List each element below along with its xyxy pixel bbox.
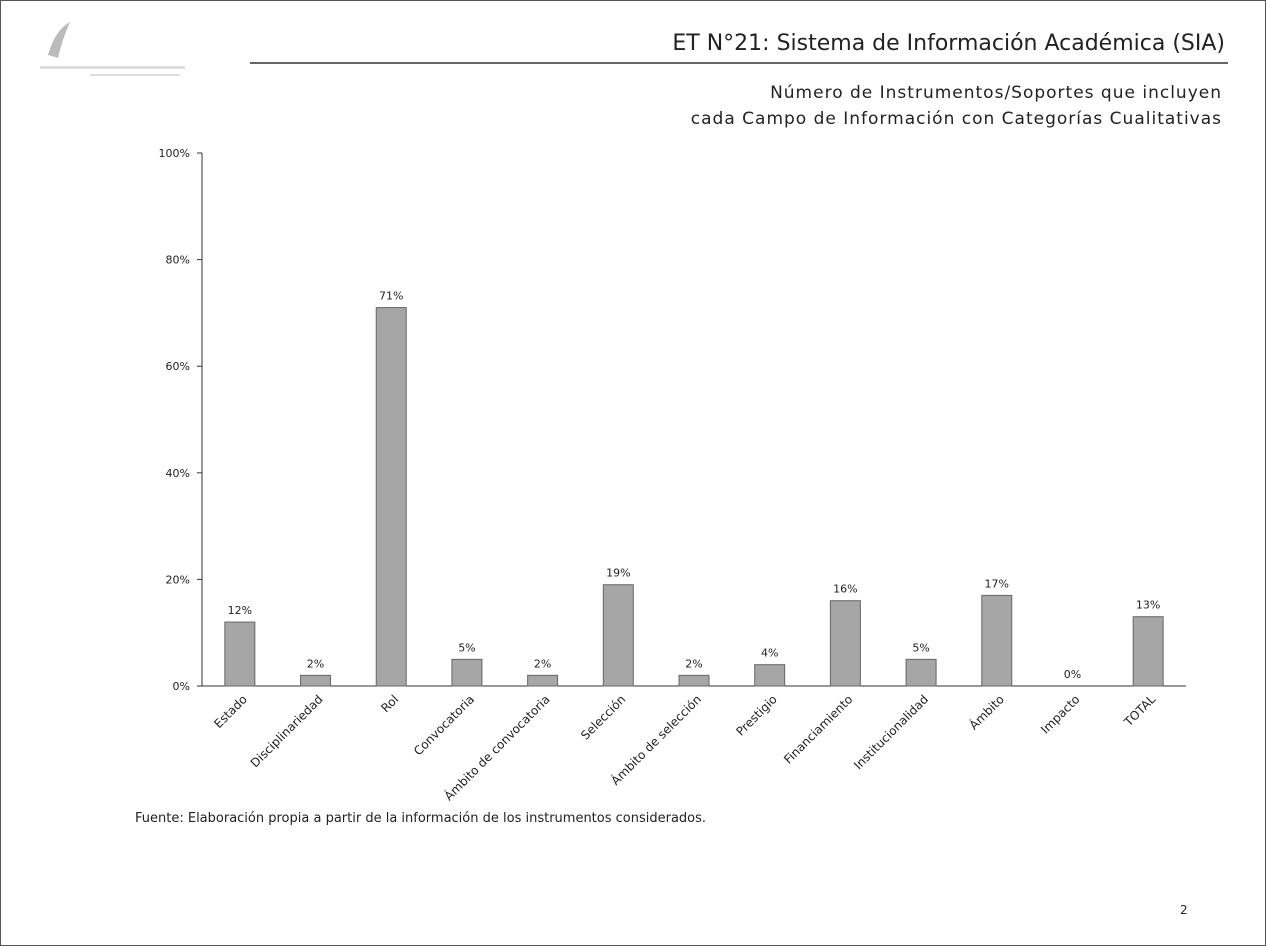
source-note: Fuente: Elaboración propia a partir de l… bbox=[135, 811, 706, 826]
bar bbox=[905, 658, 937, 687]
page-number: 2 bbox=[1180, 903, 1188, 917]
bar bbox=[224, 621, 256, 687]
value-label: 71% bbox=[379, 290, 403, 303]
value-label: 2% bbox=[307, 657, 324, 670]
value-label: 13% bbox=[1136, 599, 1160, 612]
logo bbox=[40, 22, 185, 76]
value-label: 12% bbox=[228, 604, 252, 617]
value-label: 19% bbox=[606, 567, 630, 580]
subtitle: cada Campo de Información con Categorías… bbox=[691, 109, 1222, 129]
bar bbox=[829, 600, 861, 687]
value-label: 0% bbox=[1064, 668, 1081, 681]
y-tick-label: 40% bbox=[166, 467, 190, 480]
y-tick-label: 60% bbox=[166, 360, 190, 373]
y-tick-label: 100% bbox=[159, 147, 190, 160]
y-tick-label: 0% bbox=[173, 680, 190, 693]
y-tick-label: 80% bbox=[166, 254, 190, 267]
value-label: 17% bbox=[985, 577, 1009, 590]
value-label: 4% bbox=[761, 647, 778, 660]
bar bbox=[375, 307, 407, 687]
bar bbox=[602, 584, 634, 687]
bar bbox=[1132, 616, 1164, 687]
bar bbox=[981, 594, 1013, 687]
bar bbox=[754, 664, 786, 687]
value-label: 16% bbox=[833, 583, 857, 596]
subtitle: Número de Instrumentos/Soportes que incl… bbox=[770, 83, 1222, 103]
bar bbox=[451, 658, 483, 687]
bar bbox=[527, 674, 559, 687]
value-label: 5% bbox=[458, 641, 475, 654]
value-label: 2% bbox=[685, 657, 702, 670]
value-label: 5% bbox=[912, 641, 929, 654]
value-label: 2% bbox=[534, 657, 551, 670]
slide-title: ET N°21: Sistema de Información Académic… bbox=[672, 31, 1225, 56]
bar bbox=[300, 674, 332, 687]
bar bbox=[678, 674, 710, 687]
y-tick-label: 20% bbox=[166, 573, 190, 586]
